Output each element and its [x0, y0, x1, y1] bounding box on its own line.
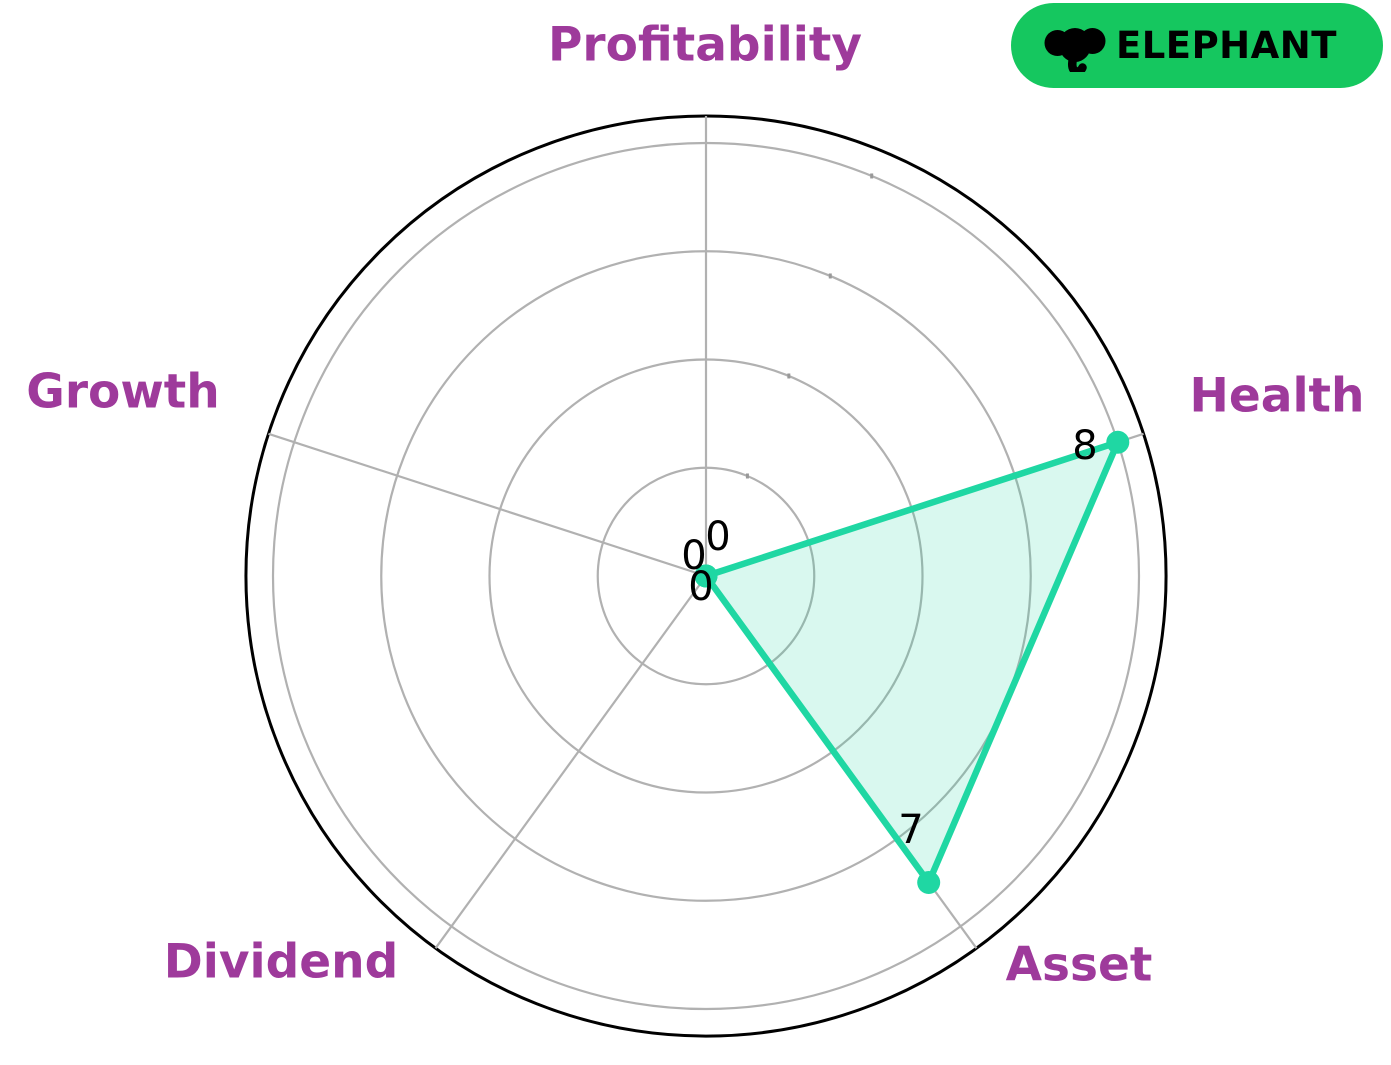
axis-label-asset: Asset	[1006, 938, 1153, 993]
data-outline	[702, 438, 1122, 886]
data-area	[706, 442, 1118, 883]
data-point-marker	[1106, 430, 1130, 454]
value-label: 0	[688, 564, 713, 610]
data-point-marker	[917, 871, 941, 894]
elephant-icon	[1044, 27, 1106, 72]
axis-spoke	[434, 575, 707, 949]
axis-label-health: Health	[1190, 369, 1365, 424]
axis-label-dividend: Dividend	[164, 935, 399, 990]
radial-tick-mark	[745, 473, 749, 479]
value-label: 7	[898, 807, 923, 853]
value-label: 8	[1072, 423, 1097, 469]
radial-tick-mark	[828, 273, 832, 279]
brand-name: ELEPHANT	[1115, 24, 1337, 67]
data-point-marker	[694, 564, 718, 588]
value-label: 0	[705, 514, 730, 560]
radial-tick-mark	[787, 373, 791, 379]
radial-tick-mark	[870, 173, 874, 179]
brand-badge: ELEPHANT	[1010, 3, 1383, 88]
axis-label-growth: Growth	[26, 365, 219, 420]
axis-label-profitability: Profitability	[548, 18, 862, 73]
value-label: 0	[681, 533, 706, 579]
axis-spoke	[268, 432, 707, 578]
